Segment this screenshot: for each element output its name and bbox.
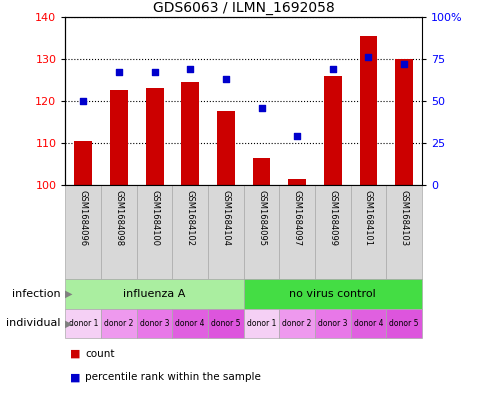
Point bbox=[186, 66, 194, 72]
Bar bbox=[279, 309, 314, 338]
Bar bbox=[359, 36, 377, 185]
Text: GSM1684096: GSM1684096 bbox=[78, 189, 88, 246]
Point bbox=[257, 105, 265, 111]
Text: ▶: ▶ bbox=[64, 318, 72, 328]
Text: GSM1684104: GSM1684104 bbox=[221, 189, 230, 246]
Bar bbox=[208, 309, 243, 338]
Bar bbox=[172, 309, 208, 338]
Text: donor 2: donor 2 bbox=[282, 319, 311, 328]
Bar bbox=[385, 309, 421, 338]
Bar bbox=[145, 88, 163, 185]
Bar bbox=[101, 309, 136, 338]
Bar bbox=[74, 141, 92, 185]
Text: donor 2: donor 2 bbox=[104, 319, 134, 328]
Text: ■: ■ bbox=[70, 372, 81, 382]
Bar bbox=[101, 185, 136, 279]
Text: influenza A: influenza A bbox=[123, 289, 185, 299]
Bar bbox=[394, 59, 412, 185]
Text: donor 4: donor 4 bbox=[353, 319, 382, 328]
Point bbox=[151, 69, 158, 75]
Text: GSM1684098: GSM1684098 bbox=[114, 189, 123, 246]
Point bbox=[115, 69, 122, 75]
Bar bbox=[350, 309, 385, 338]
Text: GSM1684102: GSM1684102 bbox=[185, 189, 195, 246]
Bar bbox=[252, 158, 270, 185]
Bar bbox=[65, 185, 101, 279]
Text: donor 1: donor 1 bbox=[246, 319, 276, 328]
Bar bbox=[208, 185, 243, 279]
Bar bbox=[323, 76, 341, 185]
Point bbox=[293, 133, 301, 139]
Bar bbox=[287, 178, 305, 185]
Text: percentile rank within the sample: percentile rank within the sample bbox=[85, 372, 260, 382]
Text: GSM1684101: GSM1684101 bbox=[363, 189, 372, 246]
Bar bbox=[181, 82, 199, 185]
Text: donor 3: donor 3 bbox=[139, 319, 169, 328]
Point bbox=[364, 54, 372, 61]
Bar bbox=[136, 309, 172, 338]
Text: GSM1684097: GSM1684097 bbox=[292, 189, 301, 246]
Bar bbox=[350, 185, 385, 279]
Text: GSM1684100: GSM1684100 bbox=[150, 189, 159, 246]
Point bbox=[328, 66, 336, 72]
Text: donor 4: donor 4 bbox=[175, 319, 205, 328]
Text: GSM1684095: GSM1684095 bbox=[257, 189, 266, 246]
Bar bbox=[314, 309, 350, 338]
Text: no virus control: no virus control bbox=[289, 289, 376, 299]
Point bbox=[399, 61, 407, 67]
Text: GSM1684103: GSM1684103 bbox=[399, 189, 408, 246]
Text: donor 5: donor 5 bbox=[389, 319, 418, 328]
Bar bbox=[279, 185, 314, 279]
Bar bbox=[314, 185, 350, 279]
Bar bbox=[216, 111, 234, 185]
Bar bbox=[172, 185, 208, 279]
Text: individual: individual bbox=[6, 318, 60, 328]
Bar bbox=[110, 90, 128, 185]
Text: donor 1: donor 1 bbox=[68, 319, 98, 328]
Bar bbox=[385, 185, 421, 279]
Point bbox=[79, 98, 87, 104]
Title: GDS6063 / ILMN_1692058: GDS6063 / ILMN_1692058 bbox=[152, 0, 334, 15]
Bar bbox=[243, 279, 421, 309]
Text: infection: infection bbox=[12, 289, 61, 299]
Text: ■: ■ bbox=[70, 349, 81, 359]
Text: GSM1684099: GSM1684099 bbox=[328, 189, 337, 246]
Text: count: count bbox=[85, 349, 114, 359]
Bar bbox=[243, 185, 279, 279]
Point bbox=[222, 76, 229, 82]
Text: ▶: ▶ bbox=[64, 289, 72, 299]
Text: donor 5: donor 5 bbox=[211, 319, 240, 328]
Bar bbox=[136, 185, 172, 279]
Text: donor 3: donor 3 bbox=[318, 319, 347, 328]
Bar bbox=[65, 279, 243, 309]
Bar bbox=[243, 309, 279, 338]
Bar bbox=[65, 309, 101, 338]
